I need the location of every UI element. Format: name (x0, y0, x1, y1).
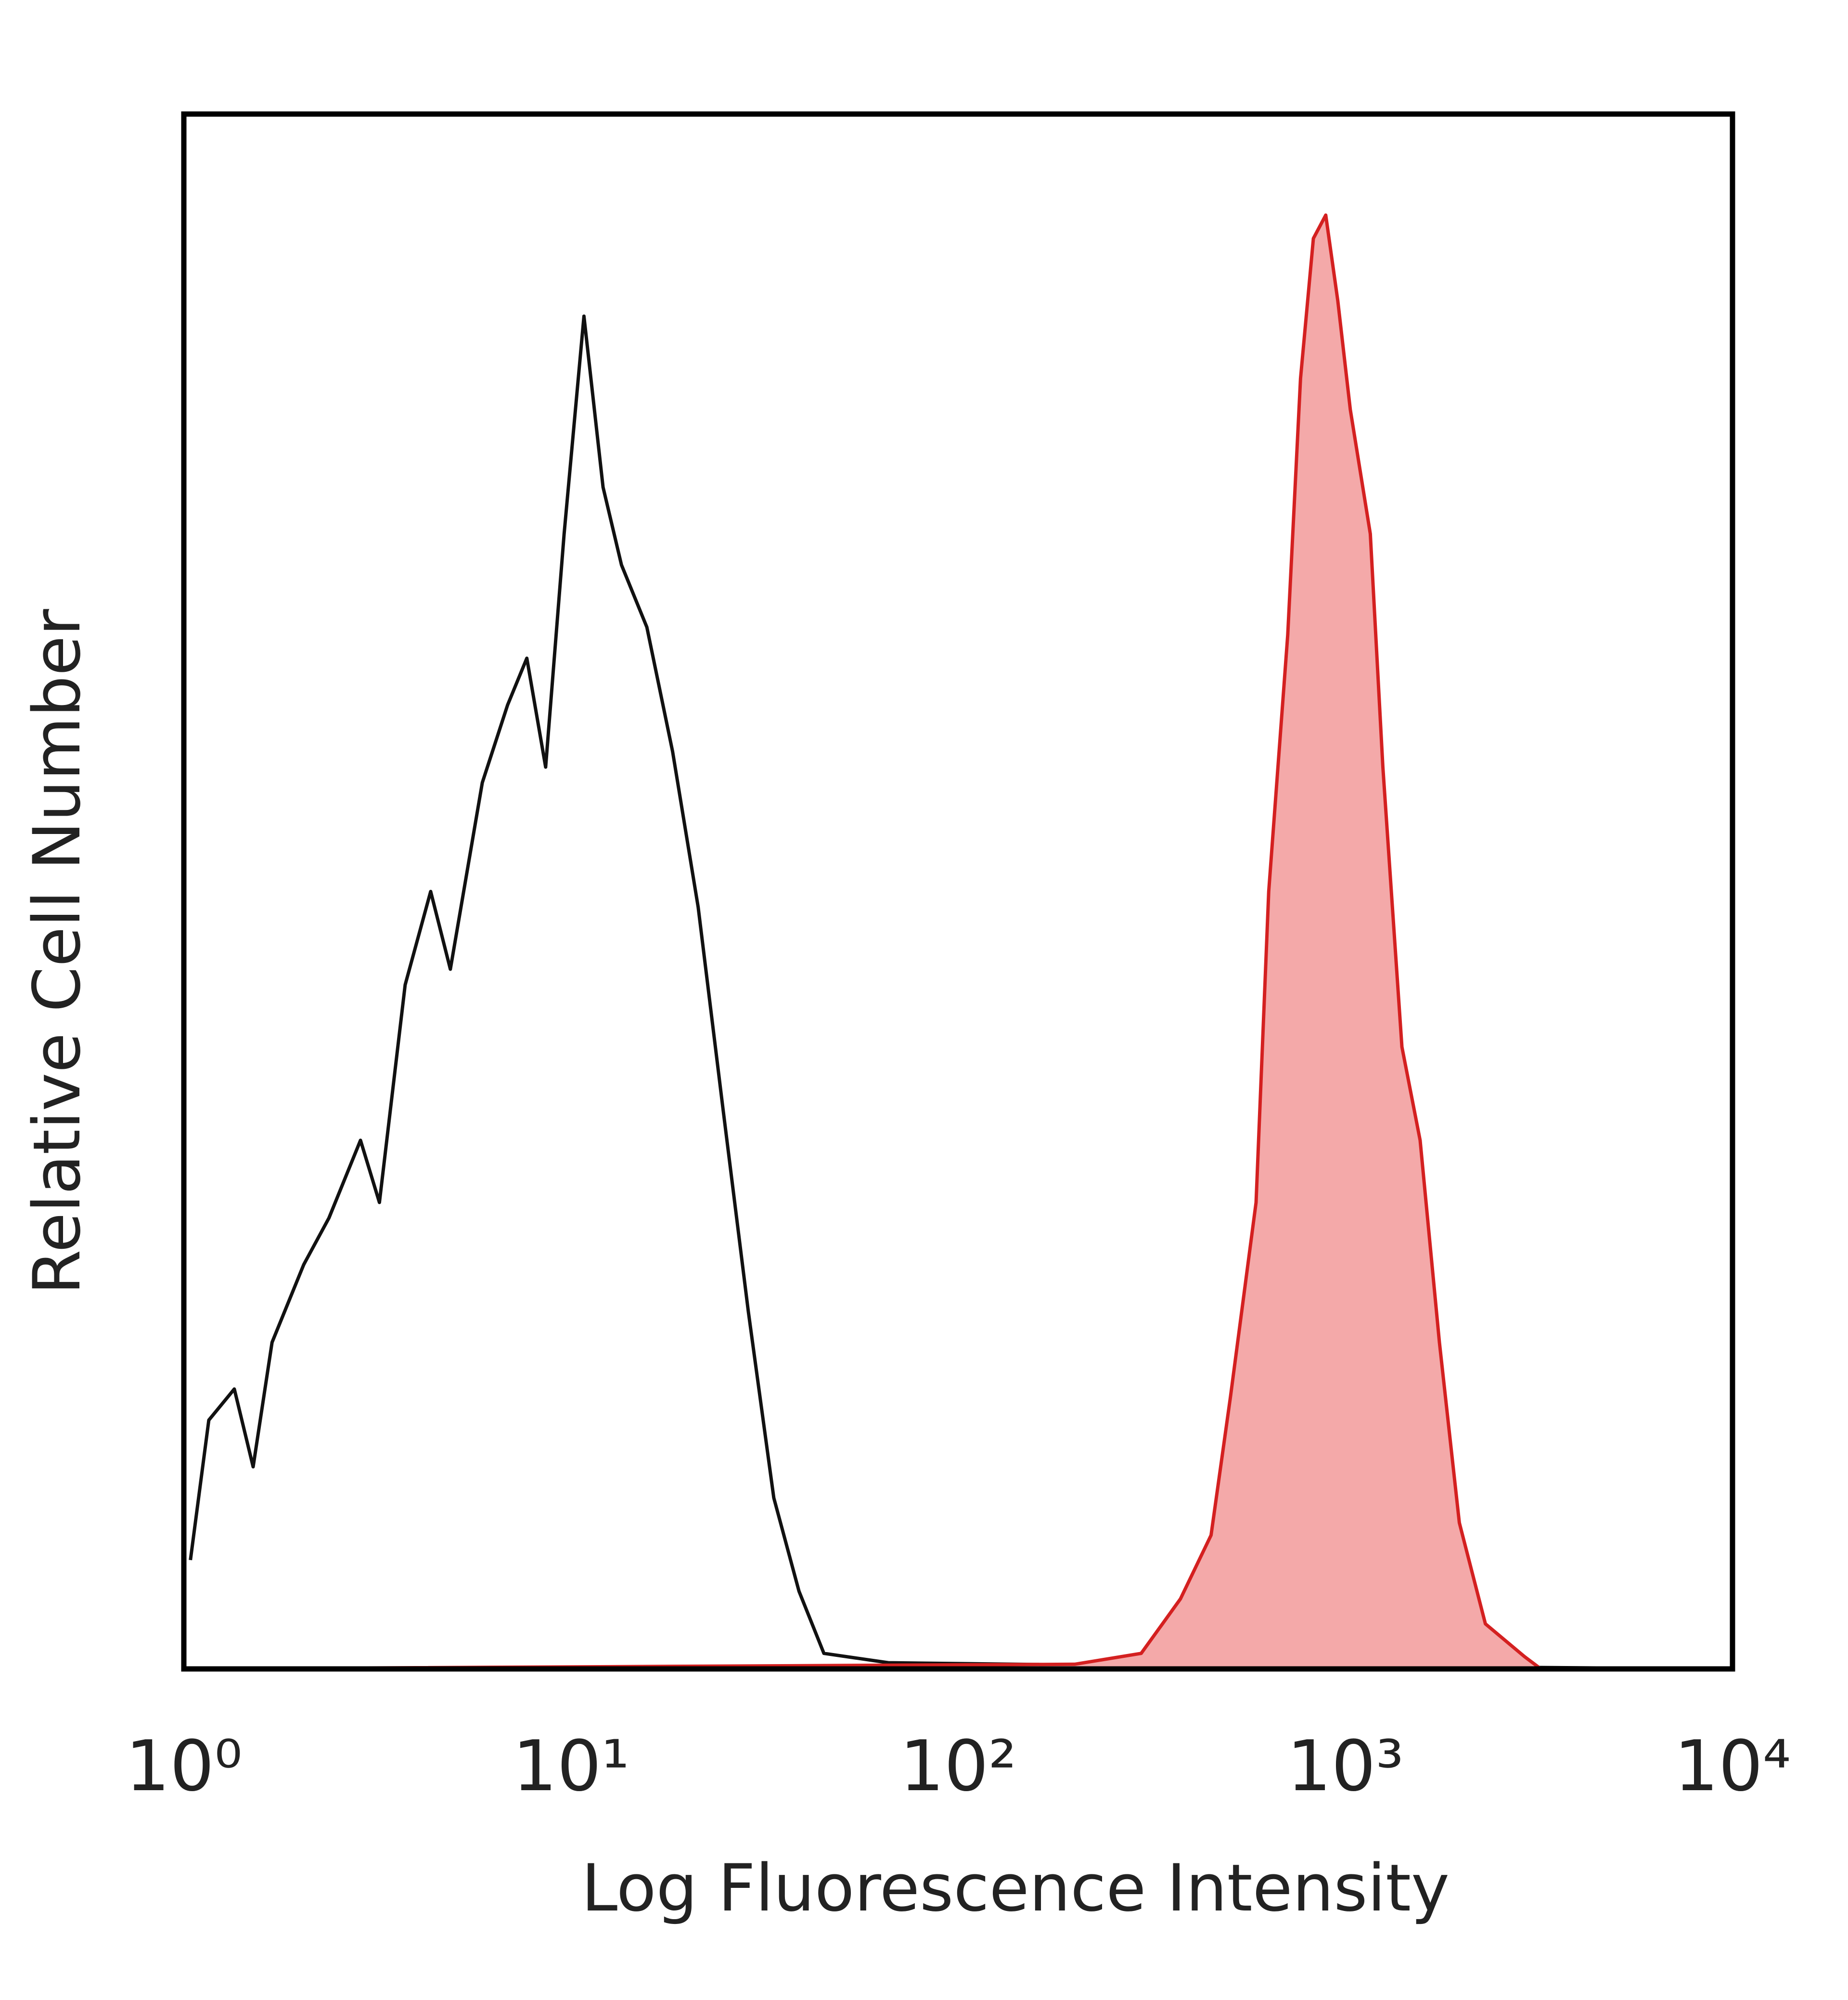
histogram-area (182, 213, 1543, 1671)
x-tick-label: 10⁰ (126, 1726, 243, 1807)
plot-frame (181, 111, 1735, 1672)
histogram-line (189, 314, 1726, 1671)
y-axis-label: Relative Cell Number (19, 609, 95, 1295)
x-axis-label: Log Fluorescence Intensity (581, 1850, 1450, 1926)
x-tick-label: 10⁴ (1674, 1726, 1791, 1807)
x-tick-label: 10² (900, 1726, 1017, 1807)
x-tick-label: 10¹ (513, 1726, 629, 1807)
x-tick-label: 10³ (1287, 1726, 1404, 1807)
